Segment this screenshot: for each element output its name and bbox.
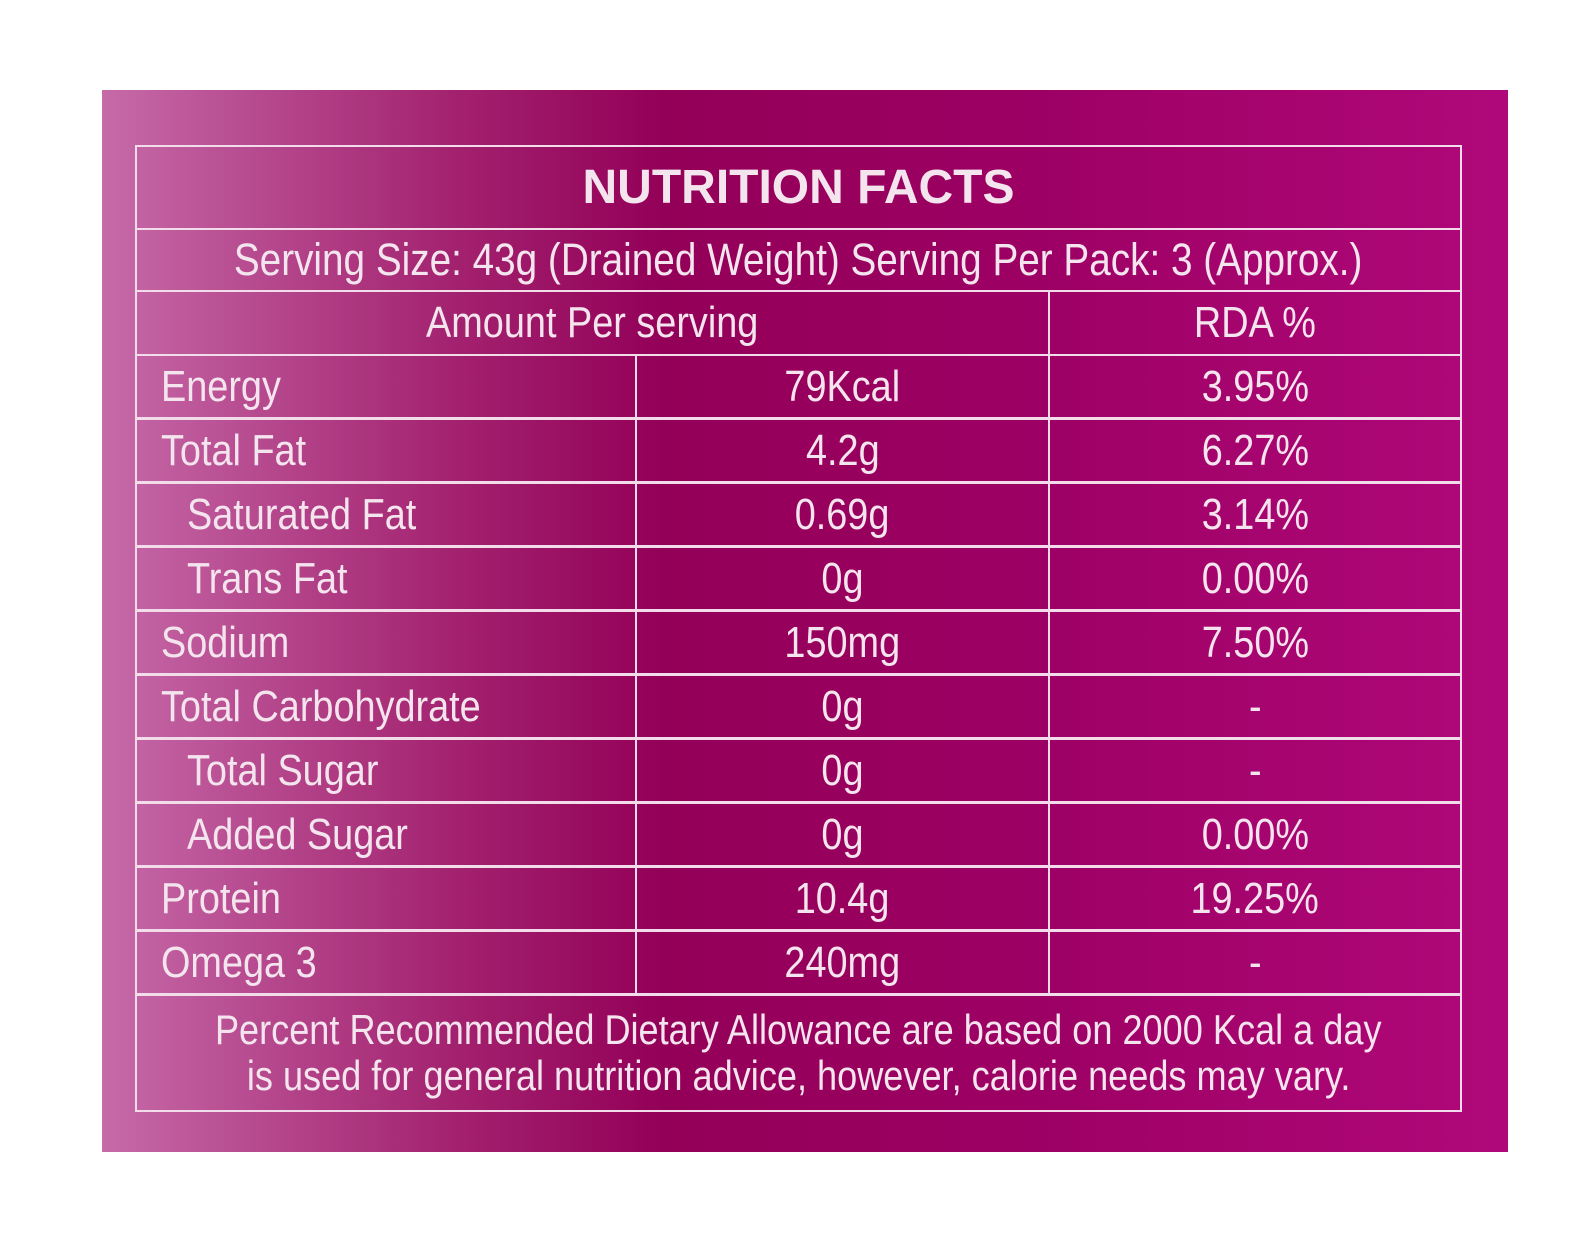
nutrient-name-text: Added Sugar	[187, 809, 408, 859]
header-amount-text: Amount Per serving	[426, 298, 759, 347]
nutrient-rda: 3.14%	[1048, 482, 1462, 547]
nutrient-amount-text: 4.2g	[805, 425, 880, 475]
nutrient-name: Total Fat	[135, 418, 637, 483]
nutrient-amount-text: 79Kcal	[784, 361, 901, 411]
nutrient-name-text: Total Carbohydrate	[161, 681, 481, 731]
nutrient-amount: 240mg	[635, 930, 1050, 995]
serving: Serving Size: 43g (Drained Weight) Servi…	[135, 228, 1462, 292]
nutrient-amount: 0g	[635, 546, 1050, 611]
nutrient-amount-text: 0g	[821, 681, 864, 731]
nutrient-amount: 4.2g	[635, 418, 1050, 483]
title-text: NUTRITION FACTS	[582, 161, 1015, 214]
title: NUTRITION FACTS	[135, 145, 1462, 230]
nutrient-name: Protein	[135, 866, 637, 931]
nutrient-amount-text: 150mg	[784, 617, 901, 667]
nutrient-name: Omega 3	[135, 930, 637, 995]
footer-note-text: Percent Recommended Dietary Allowance ar…	[215, 1006, 1382, 1053]
nutrient-rda-text: -	[1248, 937, 1262, 987]
nutrient-rda: 3.95%	[1048, 354, 1462, 419]
serving-text: Serving Size: 43g (Drained Weight) Servi…	[234, 234, 1363, 285]
nutrient-amount-text: 0g	[821, 745, 864, 795]
footer-note: Percent Recommended Dietary Allowance ar…	[135, 994, 1462, 1112]
nutrient-amount: 10.4g	[635, 866, 1050, 931]
nutrient-amount: 0g	[635, 802, 1050, 867]
nutrient-rda: 19.25%	[1048, 866, 1462, 931]
label-panel	[102, 90, 1508, 1152]
header-amount: Amount Per serving	[135, 290, 1050, 356]
nutrient-amount-text: 10.4g	[795, 873, 890, 923]
nutrient-name: Sodium	[135, 610, 637, 675]
nutrient-rda-text: 0.00%	[1201, 553, 1309, 603]
header-rda: RDA %	[1048, 290, 1462, 356]
nutrient-amount: 0g	[635, 674, 1050, 739]
nutrient-rda: 0.00%	[1048, 546, 1462, 611]
nutrient-name-text: Saturated Fat	[187, 489, 417, 539]
footer-note-text: is used for general nutrition advice, ho…	[246, 1052, 1351, 1099]
nutrient-name: Saturated Fat	[135, 482, 637, 547]
nutrient-rda-text: 3.14%	[1201, 489, 1309, 539]
nutrient-name-text: Energy	[161, 361, 281, 411]
nutrient-rda-text: -	[1248, 681, 1262, 731]
header-rda-text: RDA %	[1194, 298, 1316, 347]
nutrient-rda: 7.50%	[1048, 610, 1462, 675]
nutrient-rda: 6.27%	[1048, 418, 1462, 483]
nutrient-amount-text: 240mg	[784, 937, 901, 987]
nutrient-amount: 0.69g	[635, 482, 1050, 547]
nutrient-rda: -	[1048, 738, 1462, 803]
nutrient-rda: 0.00%	[1048, 802, 1462, 867]
nutrient-rda: -	[1048, 674, 1462, 739]
nutrient-amount-text: 0g	[821, 553, 864, 603]
nutrient-name: Added Sugar	[135, 802, 637, 867]
nutrient-name-text: Sodium	[161, 617, 290, 667]
nutrient-name-text: Total Fat	[161, 425, 307, 475]
nutrient-name-text: Omega 3	[161, 937, 317, 987]
nutrient-name-text: Trans Fat	[187, 553, 348, 603]
nutrient-rda-text: 19.25%	[1190, 873, 1320, 923]
nutrient-rda: -	[1048, 930, 1462, 995]
nutrient-rda-text: 6.27%	[1201, 425, 1309, 475]
nutrient-amount: 150mg	[635, 610, 1050, 675]
nutrient-amount-text: 0.69g	[795, 489, 890, 539]
nutrient-name-text: Protein	[161, 873, 281, 923]
nutrient-rda-text: 3.95%	[1201, 361, 1309, 411]
nutrient-name: Total Sugar	[135, 738, 637, 803]
nutrient-amount: 79Kcal	[635, 354, 1050, 419]
nutrient-name-text: Total Sugar	[187, 745, 379, 795]
nutrient-amount: 0g	[635, 738, 1050, 803]
nutrient-rda-text: 7.50%	[1201, 617, 1309, 667]
nutrient-rda-text: -	[1248, 745, 1262, 795]
nutrient-amount-text: 0g	[821, 809, 864, 859]
nutrient-rda-text: 0.00%	[1201, 809, 1309, 859]
nutrient-name: Energy	[135, 354, 637, 419]
nutrient-name: Total Carbohydrate	[135, 674, 637, 739]
nutrient-name: Trans Fat	[135, 546, 637, 611]
